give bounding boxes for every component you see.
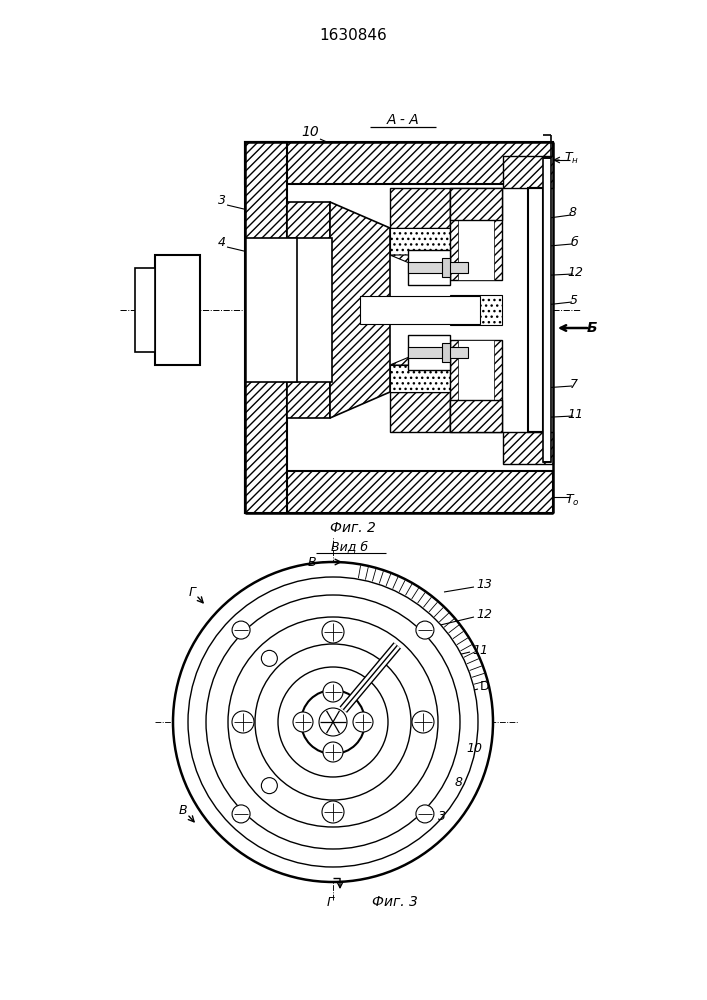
Bar (450, 295, 502, 325)
Bar (408, 250, 450, 285)
Circle shape (232, 805, 250, 823)
Text: 10: 10 (301, 125, 319, 139)
Text: 12: 12 (567, 265, 583, 278)
Circle shape (188, 577, 478, 867)
Bar (390, 188, 450, 228)
Text: 3: 3 (218, 194, 226, 207)
Text: 3: 3 (438, 810, 446, 824)
Bar (390, 365, 450, 392)
Circle shape (293, 712, 313, 732)
Bar (408, 262, 468, 273)
Circle shape (206, 595, 460, 849)
Bar (458, 188, 494, 280)
Bar (450, 340, 502, 432)
Bar (503, 156, 553, 188)
Text: 11: 11 (567, 408, 583, 422)
Circle shape (262, 778, 277, 794)
Text: 12: 12 (476, 608, 492, 621)
Circle shape (322, 621, 344, 643)
Bar (528, 188, 543, 432)
Circle shape (322, 801, 344, 823)
Text: 13: 13 (476, 578, 492, 591)
Circle shape (228, 617, 438, 827)
Bar (245, 142, 553, 184)
Text: 10: 10 (466, 742, 482, 754)
Text: А - А: А - А (387, 113, 419, 127)
Bar (390, 228, 450, 255)
Polygon shape (287, 202, 330, 418)
Text: В: В (308, 556, 316, 568)
Text: Фиг. 3: Фиг. 3 (372, 895, 418, 909)
Bar (245, 238, 297, 382)
Text: 8: 8 (455, 776, 463, 788)
Text: Вид б: Вид б (332, 540, 368, 554)
Bar (390, 392, 450, 432)
Circle shape (323, 682, 343, 702)
Bar (408, 335, 450, 370)
Text: D: D (480, 680, 490, 694)
Circle shape (416, 805, 434, 823)
Circle shape (323, 742, 343, 762)
Circle shape (416, 621, 434, 639)
Circle shape (353, 712, 373, 732)
Bar (360, 296, 480, 324)
Circle shape (232, 711, 254, 733)
Text: Т$_н$: Т$_н$ (564, 150, 580, 166)
Polygon shape (330, 202, 390, 418)
Bar (245, 471, 553, 513)
Circle shape (232, 621, 250, 639)
Text: Г: Г (189, 585, 196, 598)
Bar (442, 258, 450, 277)
Text: Фиг. 2: Фиг. 2 (330, 521, 376, 535)
Text: 4: 4 (218, 235, 226, 248)
Bar (503, 432, 553, 464)
Bar (287, 238, 332, 382)
Bar (450, 188, 502, 280)
Circle shape (278, 667, 388, 777)
Circle shape (412, 711, 434, 733)
Bar (245, 142, 287, 513)
Text: 7: 7 (570, 378, 578, 391)
Bar (450, 188, 502, 220)
Circle shape (319, 708, 347, 736)
Bar (155, 255, 200, 365)
Bar (442, 343, 450, 362)
Bar (408, 347, 468, 358)
Circle shape (173, 562, 493, 882)
Text: Б: Б (587, 321, 597, 335)
Circle shape (301, 690, 365, 754)
Text: Т$_о$: Т$_о$ (565, 492, 579, 508)
Text: 8: 8 (569, 207, 577, 220)
Text: 11: 11 (472, 644, 488, 656)
Text: 5: 5 (570, 294, 578, 306)
Circle shape (262, 650, 277, 666)
Circle shape (255, 644, 411, 800)
Polygon shape (390, 340, 450, 365)
Text: б: б (570, 235, 578, 248)
Bar (458, 340, 494, 432)
Polygon shape (390, 255, 450, 280)
Text: В: В (179, 804, 187, 818)
Bar (450, 400, 502, 432)
Bar (287, 184, 553, 471)
Bar (135, 268, 155, 352)
Text: Г: Г (327, 896, 334, 908)
Bar (543, 158, 551, 462)
Text: 1630846: 1630846 (319, 27, 387, 42)
